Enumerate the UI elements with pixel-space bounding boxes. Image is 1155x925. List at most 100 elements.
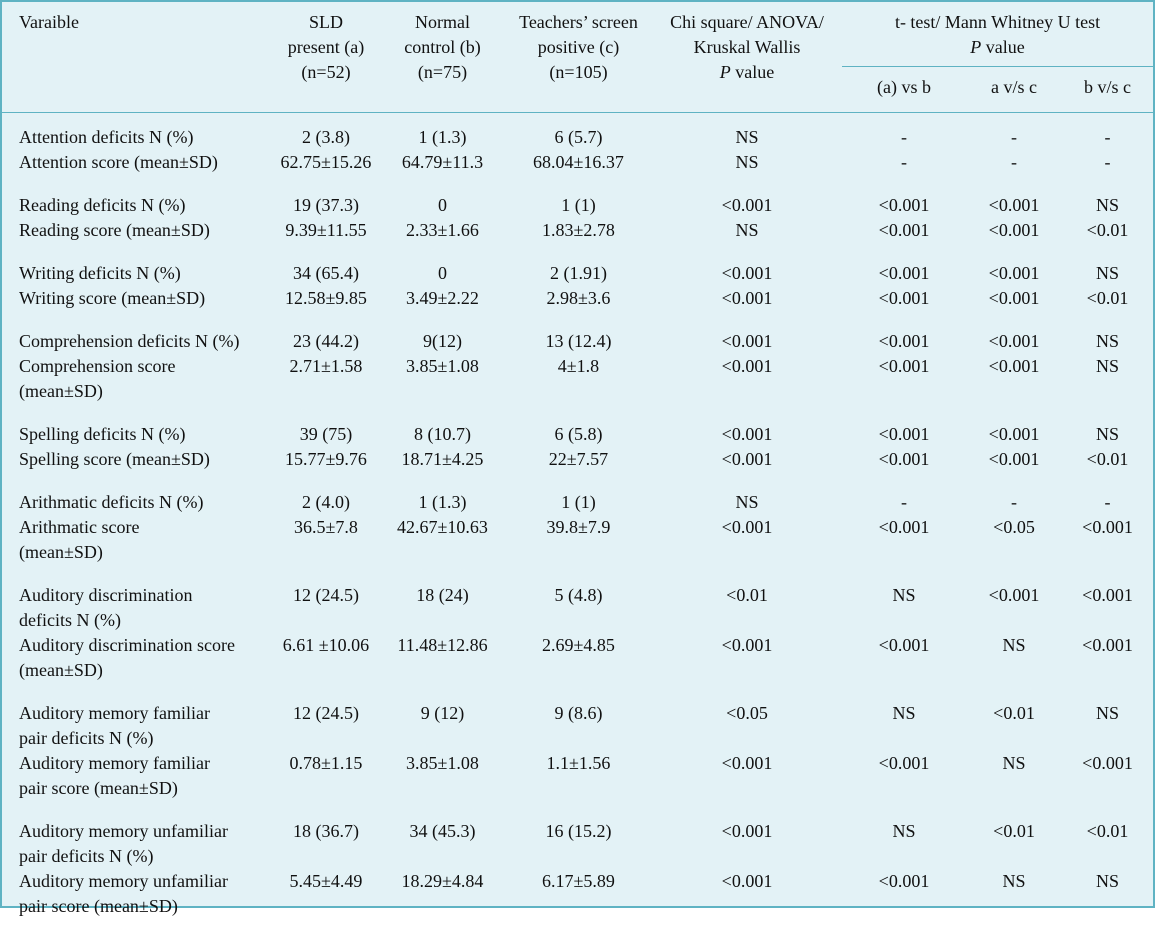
sld-value: 19 (37.3): [272, 181, 380, 218]
sld-value: 9.39±11.55: [272, 218, 380, 249]
table-row: Auditory discrimination deficits N (%) 12 …: [2, 571, 1153, 633]
teachers-value: 22±7.57: [505, 447, 652, 478]
b-vs-c-value: NS: [1062, 689, 1153, 751]
header-ttest-value: value: [981, 37, 1024, 57]
p-value: NS: [652, 478, 842, 515]
row-label-line: Auditory discrimination score: [19, 635, 235, 655]
teachers-value: 5 (4.8): [505, 571, 652, 633]
a-vs-b-value: <0.001: [842, 249, 966, 286]
normal-value: 18 (24): [380, 571, 505, 633]
p-value: NS: [652, 218, 842, 249]
a-vs-c-value: <0.001: [966, 354, 1062, 410]
sld-value: 62.75±15.26: [272, 150, 380, 181]
row-label-line: Spelling score (mean±SD): [19, 449, 210, 469]
row-label-line: pair score (mean±SD): [19, 778, 178, 798]
sld-value: 23 (44.2): [272, 317, 380, 354]
b-vs-c-value: NS: [1062, 181, 1153, 218]
normal-value: 0: [380, 249, 505, 286]
sld-value: 12 (24.5): [272, 571, 380, 633]
a-vs-b-value: NS: [842, 689, 966, 751]
normal-value: 3.85±1.08: [380, 354, 505, 410]
b-vs-c-value: -: [1062, 113, 1153, 151]
header-teachers-line2: positive (c): [538, 37, 619, 57]
teachers-value: 2.69±4.85: [505, 633, 652, 689]
sld-value: 2 (3.8): [272, 113, 380, 151]
row-label-line: Auditory memory unfamiliar: [19, 871, 228, 891]
sld-value: 6.61 ±10.06: [272, 633, 380, 689]
row-label-line: (mean±SD): [19, 381, 103, 401]
a-vs-c-value: NS: [966, 633, 1062, 689]
normal-value: 0: [380, 181, 505, 218]
p-value: <0.001: [652, 354, 842, 410]
header-normal-line3: (n=75): [418, 62, 467, 82]
header-sld-line3: (n=52): [301, 62, 350, 82]
row-label: Writing deficits N (%): [2, 249, 272, 286]
a-vs-c-value: NS: [966, 869, 1062, 925]
a-vs-c-value: <0.001: [966, 181, 1062, 218]
p-value: <0.001: [652, 515, 842, 571]
p-value: <0.001: [652, 410, 842, 447]
normal-value: 1 (1.3): [380, 478, 505, 515]
row-label-line: pair deficits N (%): [19, 728, 153, 748]
normal-value: 3.49±2.22: [380, 286, 505, 317]
a-vs-c-value: <0.001: [966, 571, 1062, 633]
row-label: Arithmatic deficits N (%): [2, 478, 272, 515]
row-label-line: Writing deficits N (%): [19, 263, 181, 283]
b-vs-c-value: <0.001: [1062, 571, 1153, 633]
header-chi-value: value: [731, 62, 774, 82]
teachers-value: 68.04±16.37: [505, 150, 652, 181]
sld-value: 34 (65.4): [272, 249, 380, 286]
a-vs-b-value: -: [842, 150, 966, 181]
a-vs-c-value: -: [966, 478, 1062, 515]
table-row: Comprehension deficits N (%)23 (44.2)9(1…: [2, 317, 1153, 354]
header-variable: Varaible: [2, 2, 272, 113]
teachers-value: 4±1.8: [505, 354, 652, 410]
header-teachers-line3: (n=105): [549, 62, 607, 82]
a-vs-b-value: <0.001: [842, 218, 966, 249]
normal-value: 64.79±11.3: [380, 150, 505, 181]
p-value: <0.05: [652, 689, 842, 751]
header-sld: SLD present (a) (n=52): [272, 2, 380, 113]
normal-value: 18.29±4.84: [380, 869, 505, 925]
p-value: <0.001: [652, 633, 842, 689]
a-vs-b-value: -: [842, 478, 966, 515]
table-row: Spelling deficits N (%)39 (75)8 (10.7)6 …: [2, 410, 1153, 447]
sld-value: 15.77±9.76: [272, 447, 380, 478]
row-label-line: Auditory discrimination: [19, 585, 192, 605]
header-normal: Normal control (b) (n=75): [380, 2, 505, 113]
a-vs-c-value: <0.05: [966, 515, 1062, 571]
teachers-value: 16 (15.2): [505, 807, 652, 869]
a-vs-b-value: <0.001: [842, 751, 966, 807]
row-label-line: deficits N (%): [19, 610, 121, 630]
b-vs-c-value: <0.001: [1062, 751, 1153, 807]
normal-value: 1 (1.3): [380, 113, 505, 151]
row-label: Attention deficits N (%): [2, 113, 272, 151]
a-vs-b-value: <0.001: [842, 410, 966, 447]
table-header: Varaible SLD present (a) (n=52) Normal c…: [2, 2, 1153, 113]
b-vs-c-value: <0.001: [1062, 515, 1153, 571]
sld-value: 12 (24.5): [272, 689, 380, 751]
sld-value: 36.5±7.8: [272, 515, 380, 571]
a-vs-b-value: <0.001: [842, 633, 966, 689]
p-value: <0.001: [652, 807, 842, 869]
header-chi-line1: Chi square/ ANOVA/: [670, 12, 824, 32]
p-value: <0.001: [652, 249, 842, 286]
b-vs-c-value: NS: [1062, 869, 1153, 925]
a-vs-c-value: <0.001: [966, 286, 1062, 317]
b-vs-c-value: NS: [1062, 249, 1153, 286]
a-vs-b-value: <0.001: [842, 515, 966, 571]
teachers-value: 39.8±7.9: [505, 515, 652, 571]
a-vs-b-value: <0.001: [842, 286, 966, 317]
row-label: Auditory discrimination score(mean±SD): [2, 633, 272, 689]
header-ttest: t- test/ Mann Whitney U test P value: [842, 2, 1153, 67]
row-label-line: pair score (mean±SD): [19, 896, 178, 916]
normal-value: 8 (10.7): [380, 410, 505, 447]
